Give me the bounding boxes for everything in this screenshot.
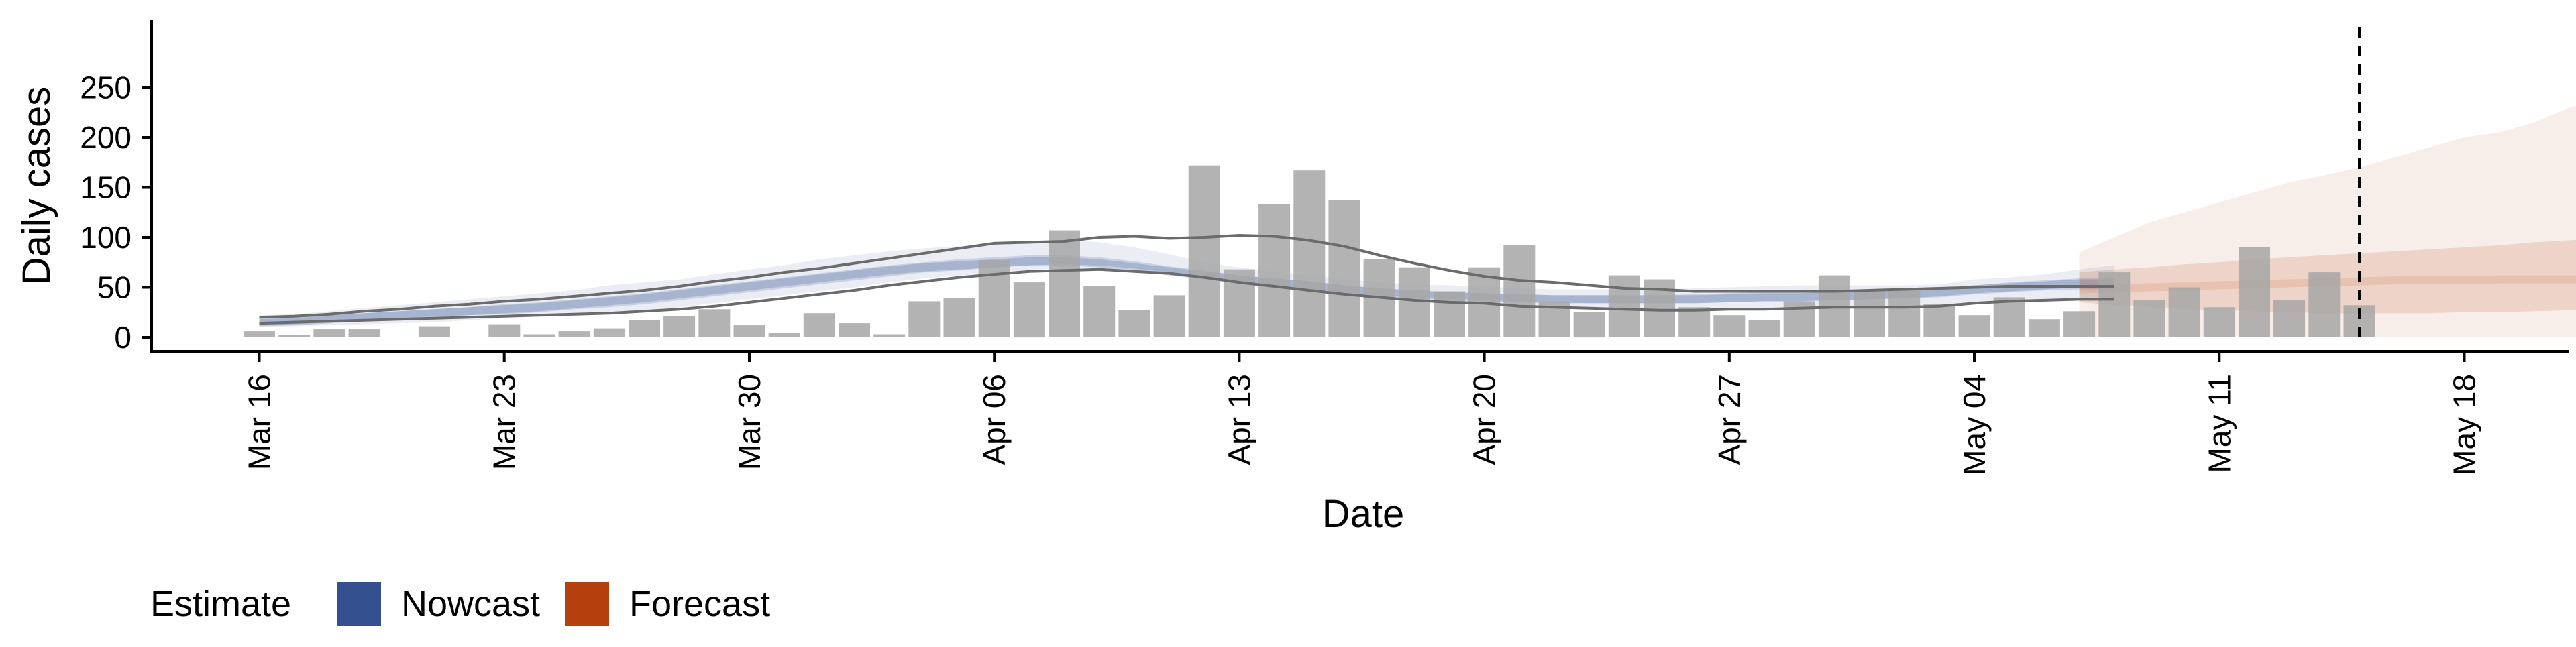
bar <box>1503 245 1535 337</box>
x-ticks: Mar 16 Mar 23 Mar 30 Apr 06 Apr 13 Apr 20 Apr … <box>242 351 2482 475</box>
x-tick-label: Apr 06 <box>977 374 1012 465</box>
bar <box>2169 288 2200 338</box>
bar <box>1574 312 1605 337</box>
bar <box>1049 231 1080 337</box>
bar <box>1923 304 1955 337</box>
bar <box>1118 310 1150 337</box>
bar <box>2133 300 2165 337</box>
bar <box>1713 315 1745 337</box>
y-ticks: 0 50 100 150 200 250 <box>80 70 152 355</box>
bar <box>1328 200 1360 337</box>
bar <box>1293 170 1325 337</box>
x-tick-label: Apr 27 <box>1712 374 1747 465</box>
bar <box>979 260 1010 337</box>
bar <box>1258 204 1290 337</box>
bar <box>1959 315 1990 337</box>
bar <box>278 335 310 337</box>
bar <box>2308 272 2340 337</box>
bar <box>908 301 940 337</box>
bar <box>1678 307 1710 337</box>
x-tick-label: Apr 20 <box>1467 374 1502 465</box>
y-tick-label: 250 <box>80 70 131 105</box>
y-tick-label: 100 <box>80 220 131 255</box>
y-axis-title: Daily cases <box>15 86 58 286</box>
bar <box>1434 292 1465 338</box>
bar <box>2029 319 2060 337</box>
bar <box>2098 272 2130 337</box>
bar <box>2063 311 2095 337</box>
bar <box>523 335 555 338</box>
legend-label-nowcast: Nowcast <box>401 584 540 624</box>
legend: Estimate Nowcast Forecast <box>150 582 770 626</box>
bar <box>663 316 695 337</box>
x-tick-label: May 11 <box>2202 374 2237 473</box>
bar <box>1014 282 1045 337</box>
bar <box>2204 307 2235 337</box>
bar <box>1749 320 1780 337</box>
bar <box>629 320 660 337</box>
x-tick-label: Mar 30 <box>732 374 767 470</box>
legend-label-forecast: Forecast <box>629 584 770 624</box>
bar <box>944 298 975 337</box>
bar <box>244 331 275 337</box>
bar <box>1083 286 1115 337</box>
x-tick-label: May 18 <box>2447 374 2482 475</box>
bar <box>873 335 905 338</box>
bar <box>839 323 870 337</box>
bar <box>1854 292 1885 337</box>
bar <box>1189 166 1220 337</box>
bar <box>349 329 380 337</box>
bar <box>1609 276 1640 337</box>
bar <box>1888 290 1920 338</box>
bar <box>769 333 800 337</box>
bar <box>419 327 450 337</box>
bar <box>488 325 520 337</box>
bar <box>559 331 590 337</box>
y-tick-label: 50 <box>97 270 131 305</box>
x-axis-title: Date <box>1322 492 1405 536</box>
bar <box>804 313 835 337</box>
bar <box>734 325 765 337</box>
legend-title: Estimate <box>150 584 291 624</box>
bar <box>2273 300 2305 337</box>
bar <box>1994 297 2025 337</box>
y-tick-label: 0 <box>114 320 131 355</box>
x-tick-label: Mar 23 <box>487 374 522 470</box>
bar <box>313 329 345 337</box>
x-tick-label: Apr 13 <box>1222 374 1256 465</box>
x-tick-label: Mar 16 <box>242 374 277 470</box>
y-tick-label: 150 <box>80 170 131 205</box>
bar <box>2239 247 2270 337</box>
legend-swatch-nowcast <box>337 582 381 626</box>
x-tick-label: May 04 <box>1957 374 1992 475</box>
legend-swatch-forecast <box>565 582 609 626</box>
bar <box>594 329 625 337</box>
bar <box>1154 295 1185 337</box>
y-tick-label: 200 <box>80 120 131 155</box>
bar <box>698 309 730 337</box>
